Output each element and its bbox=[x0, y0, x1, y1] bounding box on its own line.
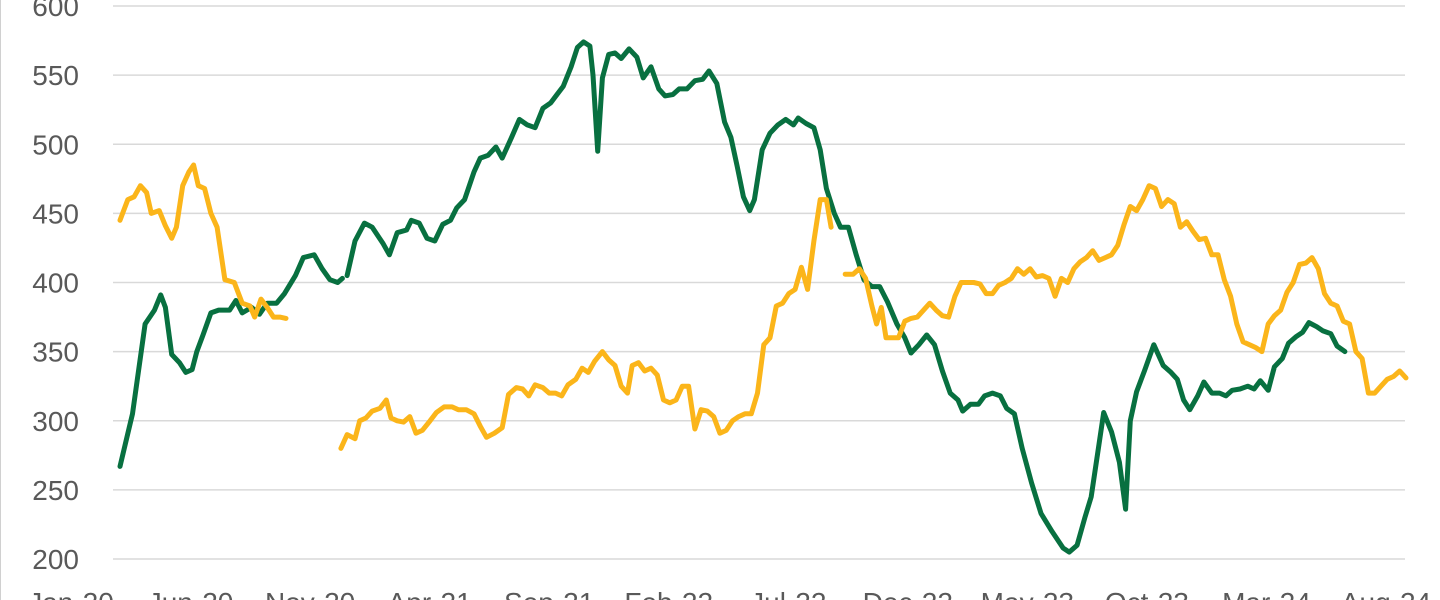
series-2-line-segment bbox=[117, 162, 289, 321]
x-tick-label: Oct-23 bbox=[1105, 587, 1189, 600]
gridlines bbox=[113, 5, 1405, 560]
y-tick-label: 450 bbox=[32, 198, 79, 229]
y-axis-ticks: 200 250 300 350 400 450 500 550 600 bbox=[32, 0, 79, 575]
x-tick-label: Jul-22 bbox=[750, 587, 826, 600]
x-tick-label: May-23 bbox=[981, 587, 1074, 600]
series-2-line-segment bbox=[338, 197, 834, 451]
y-tick-label: 350 bbox=[32, 337, 79, 368]
x-tick-label: Feb-22 bbox=[624, 587, 713, 600]
x-tick-label: Dec-22 bbox=[863, 587, 953, 600]
x-tick-label: Aug-24 bbox=[1341, 587, 1431, 600]
y-tick-label: 400 bbox=[32, 268, 79, 299]
series-1-line-segment bbox=[344, 39, 1348, 555]
y-tick-label: 600 bbox=[32, 0, 79, 22]
y-tick-label: 550 bbox=[32, 60, 79, 91]
y-tick-label: 500 bbox=[32, 129, 79, 160]
x-tick-label: Jan-20 bbox=[28, 587, 114, 600]
x-tick-label: Apr-21 bbox=[388, 587, 472, 600]
x-tick-label: Jun-20 bbox=[148, 587, 234, 600]
y-tick-label: 250 bbox=[32, 475, 79, 506]
series-2-line-segment bbox=[842, 183, 1409, 396]
series-lines bbox=[117, 39, 1409, 555]
x-tick-label: Mar-24 bbox=[1222, 587, 1311, 600]
series-1-line-segment bbox=[117, 252, 345, 469]
y-tick-label: 200 bbox=[32, 544, 79, 575]
x-tick-label: Nov-20 bbox=[265, 587, 355, 600]
y-tick-label: 300 bbox=[32, 406, 79, 437]
x-axis-ticks: Jan-20 Jun-20 Nov-20 Apr-21 Sep-21 Feb-22 Jul-… bbox=[28, 587, 1431, 600]
x-tick-label: Sep-21 bbox=[504, 587, 594, 600]
